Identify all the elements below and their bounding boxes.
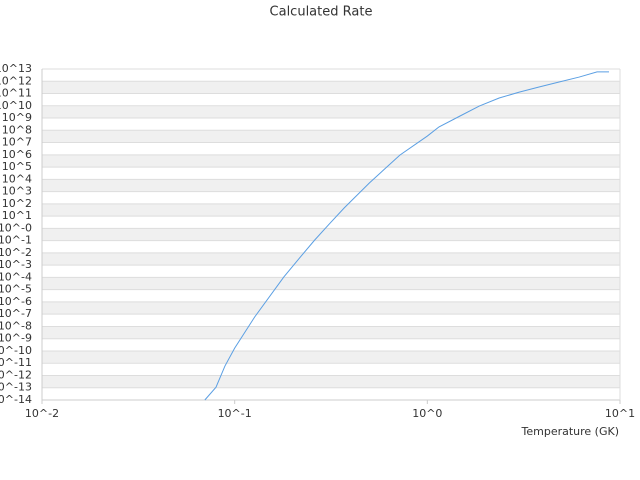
y-tick-label: 10^12 <box>0 74 32 87</box>
grid-band <box>42 326 620 339</box>
grid-band <box>42 130 620 143</box>
grid-band <box>42 375 620 388</box>
y-tick-label: 10^-7 <box>0 307 32 320</box>
y-tick-label: 10^-3 <box>0 258 32 271</box>
y-tick-label: 10^13 <box>0 62 32 75</box>
chart-title: Calculated Rate <box>270 5 373 20</box>
y-tick-label: 10^-9 <box>0 332 32 345</box>
grid-band <box>42 81 620 94</box>
grid-band <box>42 228 620 241</box>
y-tick-label: 10^-4 <box>0 270 32 283</box>
y-tick-label: 10^11 <box>0 87 32 100</box>
grid-band <box>42 154 620 168</box>
y-tick-label: 10^6 <box>2 148 32 161</box>
grid-band <box>42 105 620 119</box>
x-tick-label: 10^1 <box>605 407 635 420</box>
y-tick-label: 10^-10 <box>0 344 32 357</box>
y-tick-label: 10^-8 <box>0 319 32 332</box>
y-tick-label: 10^-11 <box>0 356 32 369</box>
y-tick-label: 10^-2 <box>0 246 32 259</box>
y-tick-label: 10^10 <box>0 99 32 112</box>
y-tick-label: 10^3 <box>2 185 32 198</box>
x-tick-label: 10^-2 <box>25 407 59 420</box>
x-tick-label: 10^-1 <box>218 407 252 420</box>
grid-band <box>42 301 620 315</box>
data-line <box>204 71 610 401</box>
y-tick-label: 10^7 <box>2 136 32 149</box>
y-tick-label: 10^5 <box>2 160 32 173</box>
grid-band <box>42 203 620 217</box>
y-tick-label: 10^2 <box>2 197 32 210</box>
y-tick-label: 10^-12 <box>0 368 32 381</box>
y-tick-label: 10^-0 <box>0 221 32 234</box>
grid-band <box>42 179 620 192</box>
y-tick-label: 10^8 <box>2 123 32 136</box>
y-tick-label: 10^9 <box>2 111 32 124</box>
y-tick-label: 10^-13 <box>0 381 32 394</box>
x-axis-label: Temperature (GK) <box>521 425 620 438</box>
grid-band <box>42 252 620 266</box>
grid-band <box>42 277 620 290</box>
y-tick-label: 10^-14 <box>0 393 32 406</box>
grid-band <box>42 350 620 364</box>
y-tick-label: 10^-1 <box>0 234 32 247</box>
y-tick-label: 10^-5 <box>0 283 32 296</box>
x-tick-label: 10^0 <box>412 407 442 420</box>
y-tick-label: 10^1 <box>2 209 32 222</box>
y-tick-label: 10^4 <box>2 172 32 185</box>
y-tick-label: 10^-6 <box>0 295 32 308</box>
